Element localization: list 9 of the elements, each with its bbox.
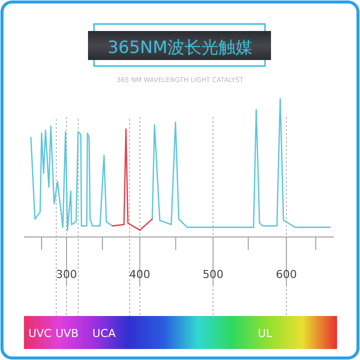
x-tick-label: 500 [202, 268, 224, 281]
text: UVC [28, 327, 52, 340]
x-tick-label: 600 [276, 268, 297, 281]
text: UCA [92, 327, 116, 340]
x-tick-label: 400 [129, 268, 150, 281]
text: UVB [55, 327, 79, 340]
chart-title: 365NM波长光触媒 [108, 38, 252, 58]
text: UL [258, 327, 273, 340]
x-tick-label: 300 [56, 268, 78, 281]
